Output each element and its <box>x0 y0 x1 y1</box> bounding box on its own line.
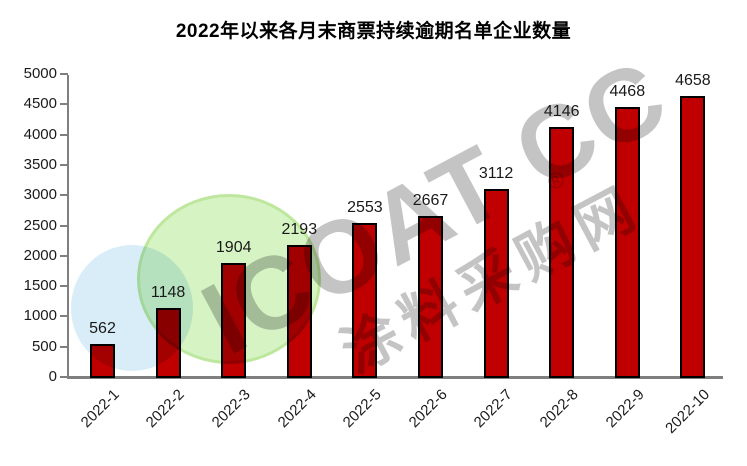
x-axis-tick-label: 2022-9 <box>602 386 648 432</box>
x-axis-tick-label: 2022-3 <box>208 386 254 432</box>
y-axis-tick-label: 500 <box>31 337 57 355</box>
y-axis-tick-label: 5000 <box>23 65 57 82</box>
bar-value-label: 3112 <box>478 165 514 182</box>
bar <box>352 223 378 378</box>
y-axis-tick <box>60 315 68 318</box>
y-axis-tick-label: 4500 <box>23 95 57 113</box>
y-axis-tick <box>60 73 68 75</box>
y-axis-tick <box>60 345 68 348</box>
bar <box>614 107 640 378</box>
x-axis-tick-label: 2022-7 <box>471 386 517 432</box>
x-axis-tick-label: 2022-6 <box>405 386 451 432</box>
bar <box>483 189 509 378</box>
bar-value-label: 4658 <box>675 72 711 89</box>
y-axis-tick <box>60 133 68 136</box>
y-axis-tick-label: 0 <box>48 368 57 385</box>
chart-title: 2022年以来各月末商票持续逾期名单企业数量 <box>175 21 572 42</box>
bar <box>549 127 575 378</box>
decorative-circle-green <box>137 194 321 364</box>
y-axis-tick-label: 4000 <box>23 125 57 143</box>
bar-value-label: 2193 <box>281 221 318 238</box>
bar-value-label: 1904 <box>215 239 252 256</box>
x-axis-tick-label: 2022-5 <box>339 386 385 432</box>
bar-value-label: 2667 <box>412 192 449 209</box>
y-axis-tick-label: 3500 <box>23 155 57 173</box>
y-axis-tick-label: 1500 <box>23 277 57 295</box>
y-axis-tick-label: 1000 <box>23 307 57 325</box>
x-axis-tick-label: 2022-10 <box>661 386 713 437</box>
x-axis-tick-label: 2022-8 <box>536 386 582 432</box>
y-axis-tick <box>60 376 68 378</box>
bar-value-label: 2553 <box>347 199 383 216</box>
x-axis-line <box>67 376 723 379</box>
bar <box>680 96 706 378</box>
bar <box>418 216 443 378</box>
y-axis-tick <box>60 285 68 288</box>
bar-value-label: 4146 <box>543 103 580 120</box>
y-axis-line <box>67 75 69 378</box>
y-axis-tick <box>60 254 68 257</box>
y-axis-tick <box>60 163 68 166</box>
x-axis-tick-label: 2022-1 <box>77 386 123 432</box>
y-axis-tick-label: 3000 <box>23 186 57 204</box>
y-axis-tick <box>60 194 68 197</box>
bar-value-label: 562 <box>89 320 116 337</box>
y-axis-tick <box>60 103 68 106</box>
x-axis-tick-label: 2022-4 <box>274 386 320 432</box>
y-axis-tick-label: 2000 <box>23 246 57 264</box>
y-axis-tick-label: 2500 <box>23 216 57 234</box>
y-axis-tick <box>60 224 68 227</box>
bar-value-label: 4468 <box>609 83 646 100</box>
bar-value-label: 1148 <box>150 284 186 301</box>
x-axis-tick-label: 2022-2 <box>143 386 189 432</box>
